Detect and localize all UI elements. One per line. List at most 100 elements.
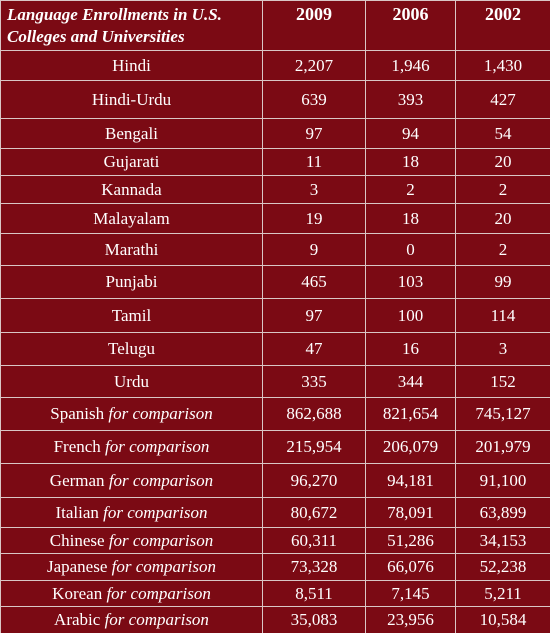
enrollment-cell: 103 xyxy=(365,265,456,299)
enrollment-cell: 7,145 xyxy=(365,580,456,607)
enrollment-cell: 94 xyxy=(365,118,456,149)
language-name: Gujarati xyxy=(103,152,160,171)
table-row: Hindi-Urdu 639 393 427 xyxy=(0,80,550,119)
language-cell: Malayalam xyxy=(0,203,263,234)
enrollment-cell: 427 xyxy=(455,80,550,119)
table-row: German for comparison 96,270 94,181 91,100 xyxy=(0,463,550,498)
enrollment-cell: 34,153 xyxy=(455,527,550,554)
language-cell: Gujarati xyxy=(0,148,263,176)
enrollment-cell: 73,328 xyxy=(262,553,366,581)
enrollment-cell: 114 xyxy=(455,298,550,333)
language-name: French xyxy=(53,437,101,456)
enrollment-cell: 18 xyxy=(365,203,456,234)
language-name: Punjabi xyxy=(105,272,158,291)
comparison-note: for comparison xyxy=(105,437,210,456)
enrollment-cell: 745,127 xyxy=(455,397,550,431)
enrollment-cell: 80,672 xyxy=(262,497,366,528)
language-name: Arabic xyxy=(54,610,101,629)
language-cell: Arabic for comparison xyxy=(0,606,263,633)
enrollment-cell: 344 xyxy=(365,365,456,398)
table-row: Marathi 9 0 2 xyxy=(0,233,550,266)
enrollment-cell: 99 xyxy=(455,265,550,299)
header-row: Language Enrollments in U.S. Colleges an… xyxy=(0,0,550,51)
language-cell: Spanish for comparison xyxy=(0,397,263,431)
enrollment-cell: 19 xyxy=(262,203,366,234)
table-row: Japanese for comparison 73,328 66,076 52,23… xyxy=(0,553,550,581)
year-header: 2009 xyxy=(262,0,366,51)
language-name: Marathi xyxy=(104,239,159,259)
table-row: Punjabi 465 103 99 xyxy=(0,265,550,299)
enrollment-cell: 35,083 xyxy=(262,606,366,633)
enrollment-cell: 2,207 xyxy=(262,50,366,81)
enrollment-cell: 66,076 xyxy=(365,553,456,581)
language-cell: Korean for comparison xyxy=(0,580,263,607)
enrollment-cell: 97 xyxy=(262,298,366,333)
enrollment-cell: 20 xyxy=(455,148,550,176)
enrollment-cell: 3 xyxy=(455,332,550,366)
comparison-note: for comparison xyxy=(108,530,214,550)
language-cell: Hindi xyxy=(0,50,263,81)
enrollment-cell: 2 xyxy=(455,233,550,266)
table-row: Telugu 47 16 3 xyxy=(0,332,550,366)
language-name: Bengali xyxy=(105,123,158,143)
language-cell: Chinese for comparison xyxy=(0,527,263,554)
enrollment-cell: 16 xyxy=(365,332,456,366)
language-name: Hindi xyxy=(112,55,151,75)
enrollment-cell: 152 xyxy=(455,365,550,398)
enrollment-cell: 639 xyxy=(262,80,366,119)
enrollment-cell: 8,511 xyxy=(262,580,366,607)
table-row: Tamil 97 100 114 xyxy=(0,298,550,333)
enrollment-cell: 2 xyxy=(365,175,456,204)
comparison-note: for comparison xyxy=(106,583,211,603)
table-row: Italian for comparison 80,672 78,091 63,899 xyxy=(0,497,550,528)
enrollment-cell: 100 xyxy=(365,298,456,333)
comparison-note: for comparison xyxy=(108,470,214,490)
enrollment-cell: 51,286 xyxy=(365,527,456,554)
language-cell: Marathi xyxy=(0,233,263,266)
enrollment-cell: 201,979 xyxy=(455,430,550,464)
enrollment-cell: 54 xyxy=(455,118,550,149)
enrollment-cell: 2 xyxy=(455,175,550,204)
enrollment-cell: 862,688 xyxy=(262,397,366,431)
enrollment-cell: 5,211 xyxy=(455,580,550,607)
enrollment-cell: 94,181 xyxy=(365,463,456,498)
enrollment-cell: 3 xyxy=(262,175,366,204)
enrollment-cell: 215,954 xyxy=(262,430,366,464)
comparison-note: for comparison xyxy=(104,610,209,629)
language-cell: Japanese for comparison xyxy=(0,553,263,581)
language-cell: Telugu xyxy=(0,332,263,366)
language-name: Tamil xyxy=(111,305,152,325)
language-cell: French for comparison xyxy=(0,430,263,464)
enrollment-cell: 47 xyxy=(262,332,366,366)
language-cell: Italian for comparison xyxy=(0,497,263,528)
enrollment-cell: 52,238 xyxy=(455,553,550,581)
language-name: Urdu xyxy=(114,371,149,391)
table-row: French for comparison 215,954 206,079 201,9… xyxy=(0,430,550,464)
language-cell: Kannada xyxy=(0,175,263,204)
enrollment-cell: 96,270 xyxy=(262,463,366,498)
language-name: Italian xyxy=(55,502,99,522)
language-name: Malayalam xyxy=(93,208,170,228)
table-row: Kannada 3 2 2 xyxy=(0,175,550,204)
table-row: Chinese for comparison 60,311 51,286 34,153 xyxy=(0,527,550,554)
table-row: Urdu 335 344 152 xyxy=(0,365,550,398)
language-cell: Punjabi xyxy=(0,265,263,299)
table-row: Arabic for comparison 35,083 23,956 10,584 xyxy=(0,606,550,633)
enrollment-cell: 20 xyxy=(455,203,550,234)
table-row: Spanish for comparison 862,688 821,654 745,… xyxy=(0,397,550,431)
enrollment-cell: 393 xyxy=(365,80,456,119)
language-cell: Bengali xyxy=(0,118,263,149)
table-row: Malayalam 19 18 20 xyxy=(0,203,550,234)
language-cell: German for comparison xyxy=(0,463,263,498)
language-name: Hindi-Urdu xyxy=(91,89,172,109)
language-name: Spanish xyxy=(50,404,105,423)
table-row: Gujarati 11 18 20 xyxy=(0,148,550,176)
table-row: Hindi 2,207 1,946 1,430 xyxy=(0,50,550,81)
enrollment-cell: 1,946 xyxy=(365,50,456,81)
enrollment-cell: 0 xyxy=(365,233,456,266)
language-name: Korean xyxy=(52,583,103,603)
language-name: Telugu xyxy=(108,339,155,358)
language-cell: Tamil xyxy=(0,298,263,333)
enrollment-cell: 465 xyxy=(262,265,366,299)
